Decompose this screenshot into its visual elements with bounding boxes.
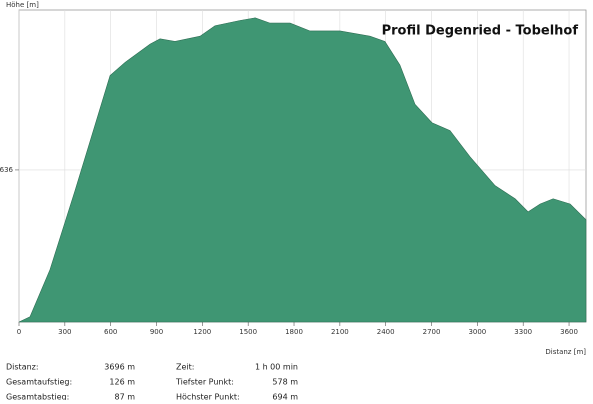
y-axis-label: Höhe [m] xyxy=(6,1,39,9)
stat-value: 694 m xyxy=(272,393,298,401)
stat-value: 126 m xyxy=(109,378,135,387)
x-tick-label: 1200 xyxy=(193,328,211,336)
x-tick-label: 1500 xyxy=(239,328,257,336)
chart-title: Profil Degenried - Tobelhof xyxy=(382,24,579,39)
x-tick-label: 2700 xyxy=(423,328,441,336)
stat-label: Distanz: xyxy=(6,363,39,372)
stat-label: Höchster Punkt: xyxy=(176,393,240,401)
stat-label: Zeit: xyxy=(176,363,194,372)
y-tick-label: 636 xyxy=(0,166,14,174)
x-tick-label: 1800 xyxy=(285,328,303,336)
stat-label: Gesamtabstieg: xyxy=(6,393,69,401)
x-tick-label: 2400 xyxy=(377,328,395,336)
x-tick-label: 2100 xyxy=(331,328,349,336)
x-axis-label: Distanz [m] xyxy=(545,348,586,356)
stat-label: Gesamtaufstieg: xyxy=(6,378,72,387)
x-tick-label: 3000 xyxy=(468,328,486,336)
x-tick-label: 0 xyxy=(17,328,21,336)
x-tick-label: 900 xyxy=(150,328,163,336)
stat-value: 87 m xyxy=(114,393,135,401)
x-tick-label: 3600 xyxy=(560,328,578,336)
stat-value: 578 m xyxy=(272,378,298,387)
elevation-area xyxy=(18,17,587,323)
stat-value: 1 h 00 min xyxy=(255,363,298,372)
stat-label: Tiefster Punkt: xyxy=(175,378,234,387)
x-tick-label: 3300 xyxy=(514,328,532,336)
x-tick-label: 600 xyxy=(104,328,117,336)
x-tick-label: 300 xyxy=(58,328,71,336)
stat-value: 3696 m xyxy=(104,363,135,372)
